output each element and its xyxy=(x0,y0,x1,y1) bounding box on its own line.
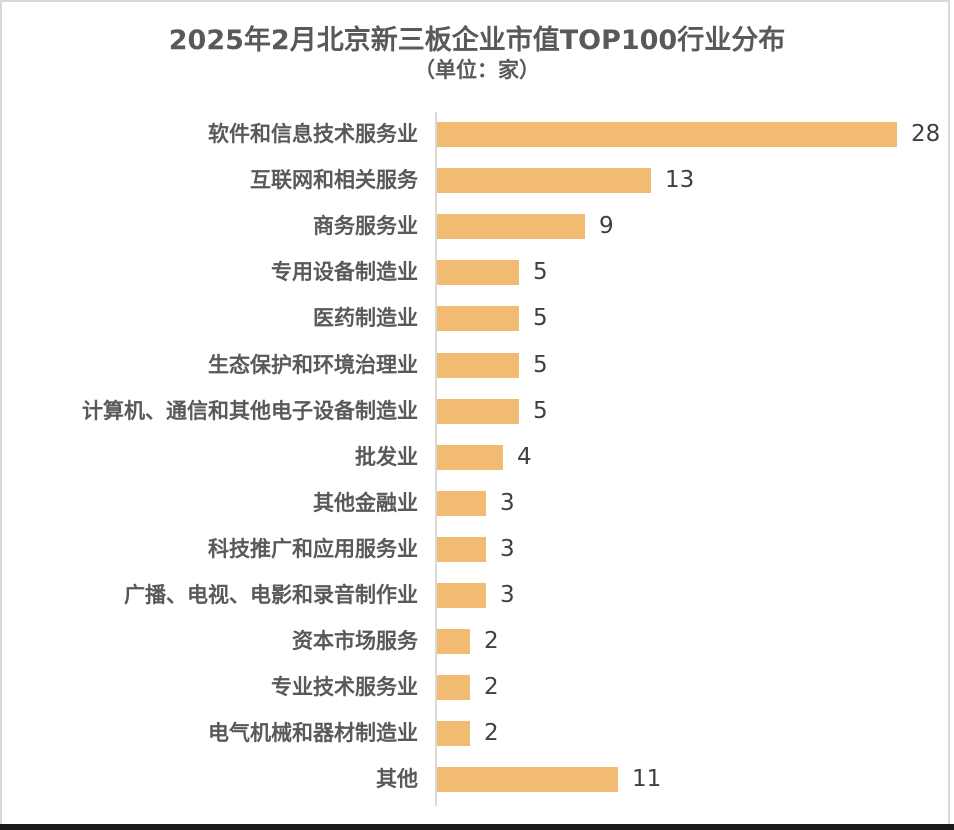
category-label: 专用设备制造业 xyxy=(271,260,418,285)
bar-row: 专业技术服务业 2 xyxy=(0,674,954,701)
value-label: 11 xyxy=(632,766,662,793)
bar xyxy=(437,398,519,424)
value-label: 5 xyxy=(533,351,548,378)
value-label: 9 xyxy=(599,213,614,240)
bar-row: 医药制造业 5 xyxy=(0,305,954,332)
category-label: 资本市场服务 xyxy=(292,629,418,654)
bar-row: 专用设备制造业 5 xyxy=(0,259,954,286)
category-label: 互联网和相关服务 xyxy=(250,168,418,193)
value-label: 5 xyxy=(533,259,548,286)
value-label: 3 xyxy=(500,582,515,608)
bar xyxy=(437,306,519,332)
bar-row: 计算机、通信和其他电子设备制造业 5 xyxy=(0,397,954,424)
bar-row: 资本市场服务 2 xyxy=(0,628,954,655)
category-label: 科技推广和应用服务业 xyxy=(208,536,418,561)
category-label: 专业技术服务业 xyxy=(271,675,418,700)
value-label: 2 xyxy=(484,628,499,655)
category-axis-line xyxy=(435,112,437,806)
bar-row: 生态保护和环境治理业 5 xyxy=(0,351,954,378)
value-label: 5 xyxy=(533,305,548,332)
bar-row: 电气机械和器材制造业 2 xyxy=(0,720,954,747)
value-label: 28 xyxy=(911,121,941,147)
value-label: 2 xyxy=(484,674,499,701)
bar xyxy=(437,444,503,470)
category-label: 其他金融业 xyxy=(313,490,418,515)
value-label: 3 xyxy=(500,489,515,516)
category-label: 软件和信息技术服务业 xyxy=(208,122,418,146)
category-label: 商务服务业 xyxy=(313,214,418,239)
bar-row: 科技推广和应用服务业 3 xyxy=(0,535,954,562)
bar-row: 互联网和相关服务 13 xyxy=(0,167,954,194)
category-label: 批发业 xyxy=(355,444,418,469)
bar xyxy=(437,629,470,655)
bar xyxy=(437,214,585,240)
bar xyxy=(437,536,486,562)
bar xyxy=(437,721,470,747)
bar-row: 软件和信息技术服务业 28 xyxy=(0,121,954,147)
value-label: 5 xyxy=(533,397,548,424)
category-label: 其他 xyxy=(376,767,418,792)
bar-row: 商务服务业 9 xyxy=(0,213,954,240)
value-label: 4 xyxy=(517,443,532,470)
category-label: 医药制造业 xyxy=(313,306,418,331)
chart-title: 2025年2月北京新三板企业市值TOP100行业分布 xyxy=(168,25,786,56)
bar xyxy=(437,260,519,286)
value-label: 13 xyxy=(665,167,695,194)
bar xyxy=(437,583,486,608)
bar-row: 其他金融业 3 xyxy=(0,489,954,516)
value-label: 3 xyxy=(500,535,515,562)
category-label: 生态保护和环境治理业 xyxy=(208,352,418,377)
bar-row: 其他 11 xyxy=(0,766,954,793)
bar-row: 广播、电视、电影和录音制作业 3 xyxy=(0,582,954,608)
bar xyxy=(437,675,470,701)
bar xyxy=(437,490,486,516)
bar-row: 批发业 4 xyxy=(0,443,954,470)
category-label: 计算机、通信和其他电子设备制造业 xyxy=(82,398,418,423)
category-label: 电气机械和器材制造业 xyxy=(208,721,418,746)
bar xyxy=(437,352,519,378)
bar xyxy=(437,767,618,793)
category-label: 广播、电视、电影和录音制作业 xyxy=(124,583,418,607)
bar xyxy=(437,122,897,147)
value-label: 2 xyxy=(484,720,499,747)
bar xyxy=(437,168,651,194)
bottom-edge xyxy=(0,824,954,830)
chart-subtitle: （单位：家） xyxy=(414,58,540,82)
